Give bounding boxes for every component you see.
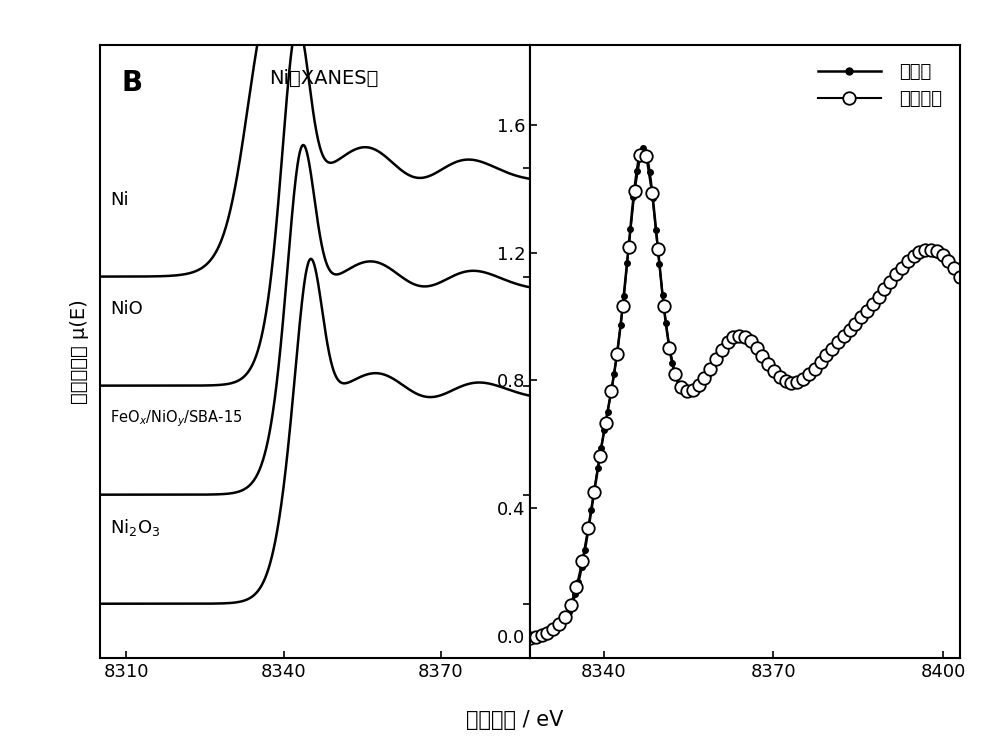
Text: FeO$_x$/NiO$_y$/SBA-15: FeO$_x$/NiO$_y$/SBA-15 — [110, 408, 243, 429]
Text: Ni的XANES谱: Ni的XANES谱 — [269, 70, 378, 88]
Text: NiO: NiO — [110, 300, 143, 319]
Text: B: B — [122, 70, 143, 97]
Legend: 本发明, 拟合曲线: 本发明, 拟合曲线 — [809, 54, 951, 117]
Text: 光子能量 / eV: 光子能量 / eV — [466, 710, 564, 729]
Y-axis label: 归一化吸收 μ(E): 归一化吸收 μ(E) — [70, 299, 89, 404]
Text: Ni: Ni — [110, 191, 129, 209]
Text: Ni$_2$O$_3$: Ni$_2$O$_3$ — [110, 517, 161, 538]
